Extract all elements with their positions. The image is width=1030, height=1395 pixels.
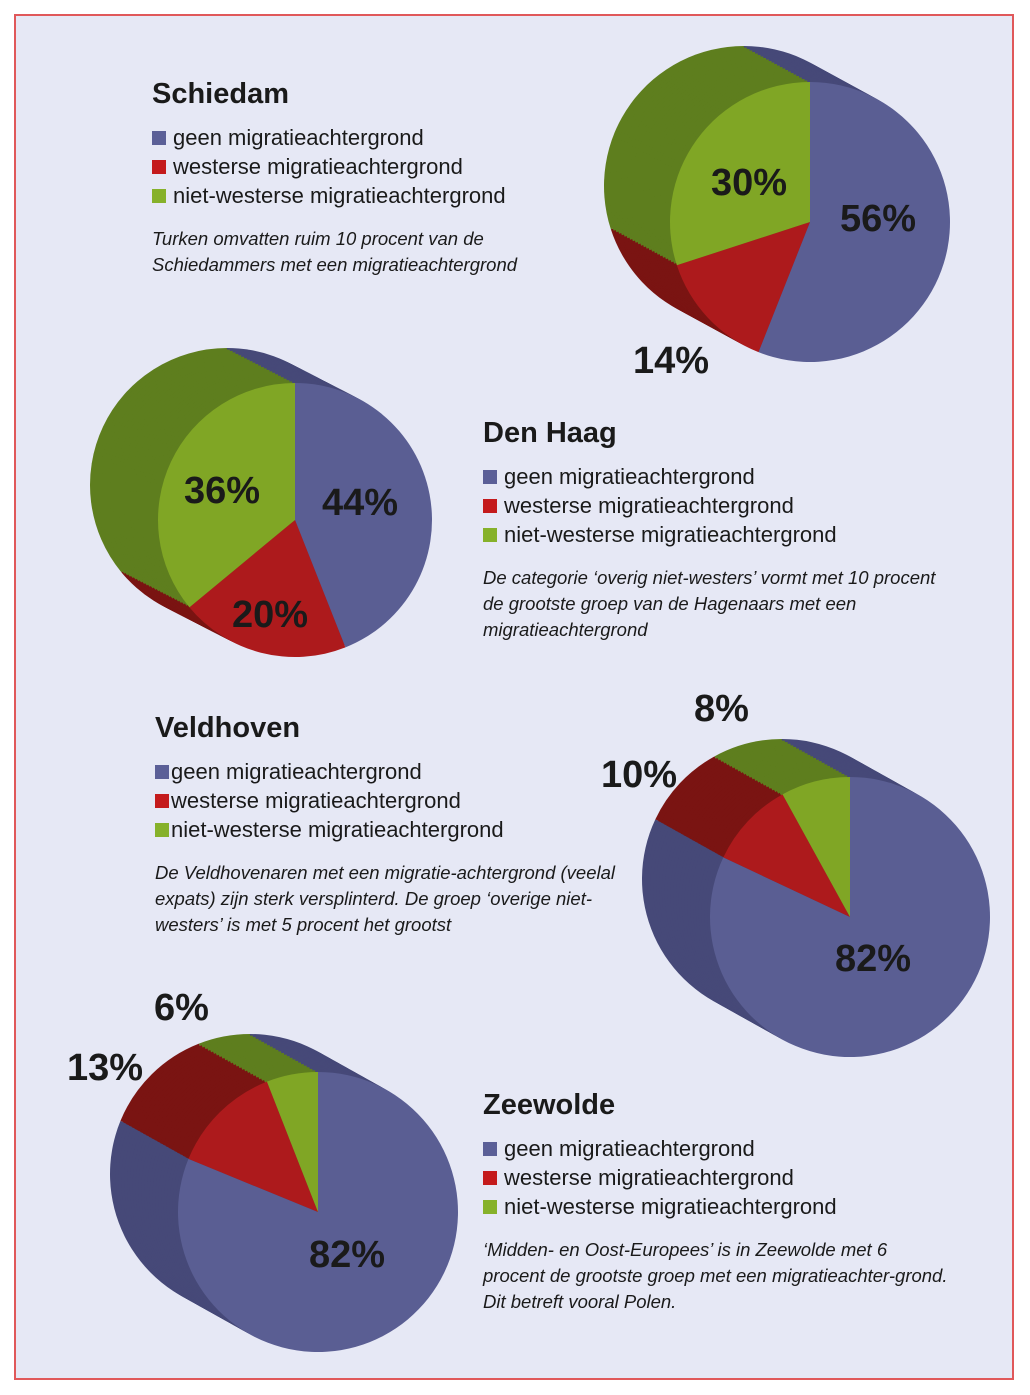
legend-label: geen migratieachtergrond (171, 759, 422, 784)
legend-swatch (152, 130, 166, 145)
data-label: 6% (154, 987, 209, 1029)
legend-swatch (483, 1199, 497, 1214)
pie-slice-geen (709, 777, 990, 1058)
legend-item-westers: westerse migratieachtergrond (483, 491, 953, 520)
data-label: 8% (694, 688, 749, 730)
legend-swatch (483, 1141, 497, 1156)
den-haag-text: Den Haag geen migratieachtergrond wester… (483, 417, 953, 643)
legend-label: geen migratieachtergrond (504, 464, 755, 489)
legend-item-niet-westers: niet-westerse migratieachtergrond (483, 1192, 953, 1221)
veldhoven-text: Veldhoven geen migratieachtergrond weste… (155, 712, 625, 938)
legend-item-westers: westerse migratieachtergrond (155, 786, 625, 815)
legend-swatch (155, 793, 169, 808)
pie-zeewolde (109, 1034, 459, 1353)
legend-swatch (483, 527, 497, 542)
legend-swatch (152, 188, 166, 203)
legend-swatch (155, 822, 169, 837)
chart-title: Den Haag (483, 417, 617, 449)
data-label: 20% (232, 594, 309, 636)
pie-schiedam (604, 46, 951, 362)
pie-slice-geen (758, 82, 951, 362)
legend-label: niet-westerse migratieachtergrond (171, 817, 504, 842)
legend-item-westers: westerse migratieachtergrond (483, 1163, 953, 1192)
legend-label: westerse migratieachtergrond (504, 493, 794, 518)
data-label: 36% (184, 470, 261, 512)
legend-label: westerse migratieachtergrond (173, 154, 463, 179)
schiedam-text: Schiedam geen migratieachtergrond wester… (152, 78, 552, 278)
pie-slice-westers (188, 1081, 318, 1212)
pie-slice-westers (723, 794, 850, 917)
legend-swatch (483, 469, 497, 484)
chart-note: De categorie ‘overig niet-westers’ vormt… (483, 567, 936, 640)
data-label: 82% (309, 1234, 386, 1276)
zeewolde-text: Zeewolde geen migratieachtergrond wester… (483, 1089, 953, 1315)
data-label: 30% (711, 162, 788, 204)
chart-note: Turken omvatten ruim 10 procent van de S… (152, 228, 518, 275)
pie-slice-geen (295, 383, 433, 648)
legend-swatch (483, 498, 497, 513)
legend-label: niet-westerse migratieachtergrond (173, 183, 506, 208)
data-label: 10% (601, 754, 678, 796)
pie-den-haag (89, 348, 433, 657)
legend-label: niet-westerse migratieachtergrond (504, 1194, 837, 1219)
pie-slice-niet-westers (782, 777, 850, 917)
legend-item-niet-westers: niet-westerse migratieachtergrond (155, 815, 625, 844)
legend-label: westerse migratieachtergrond (171, 788, 461, 813)
chart-title: Veldhoven (155, 712, 301, 744)
legend-item-geen: geen migratieachtergrond (155, 757, 625, 786)
data-label: 82% (835, 938, 912, 980)
legend-label: westerse migratieachtergrond (504, 1165, 794, 1190)
legend-item-niet-westers: niet-westerse migratieachtergrond (483, 520, 953, 549)
chart-title: Zeewolde (483, 1089, 616, 1121)
legend-item-westers: westerse migratieachtergrond (152, 152, 552, 181)
data-label: 13% (67, 1047, 144, 1089)
legend-swatch (152, 159, 166, 174)
pie-slice-westers (189, 520, 346, 657)
legend-item-geen: geen migratieachtergrond (483, 1134, 953, 1163)
chart-note: De Veldhovenaren met een migratie-achter… (155, 862, 616, 935)
data-label: 14% (633, 340, 710, 382)
pie-slice-niet-westers (157, 383, 295, 608)
data-label: 44% (322, 482, 399, 524)
legend-item-niet-westers: niet-westerse migratieachtergrond (152, 181, 552, 210)
chart-title: Schiedam (152, 78, 289, 110)
chart-note: ‘Midden- en Oost-Europees’ is in Zeewold… (483, 1239, 948, 1312)
legend-item-geen: geen migratieachtergrond (152, 123, 552, 152)
data-label: 56% (840, 198, 917, 240)
pie-slice-niet-westers (670, 82, 810, 266)
legend-swatch (155, 764, 169, 779)
pie-slice-westers (676, 222, 810, 353)
legend-swatch (483, 1170, 497, 1185)
legend-item-geen: geen migratieachtergrond (483, 462, 953, 491)
legend-label: niet-westerse migratieachtergrond (504, 522, 837, 547)
legend-label: geen migratieachtergrond (504, 1136, 755, 1161)
pie-slice-niet-westers (266, 1072, 318, 1212)
legend-label: geen migratieachtergrond (173, 125, 424, 150)
pie-veldhoven (642, 739, 990, 1058)
